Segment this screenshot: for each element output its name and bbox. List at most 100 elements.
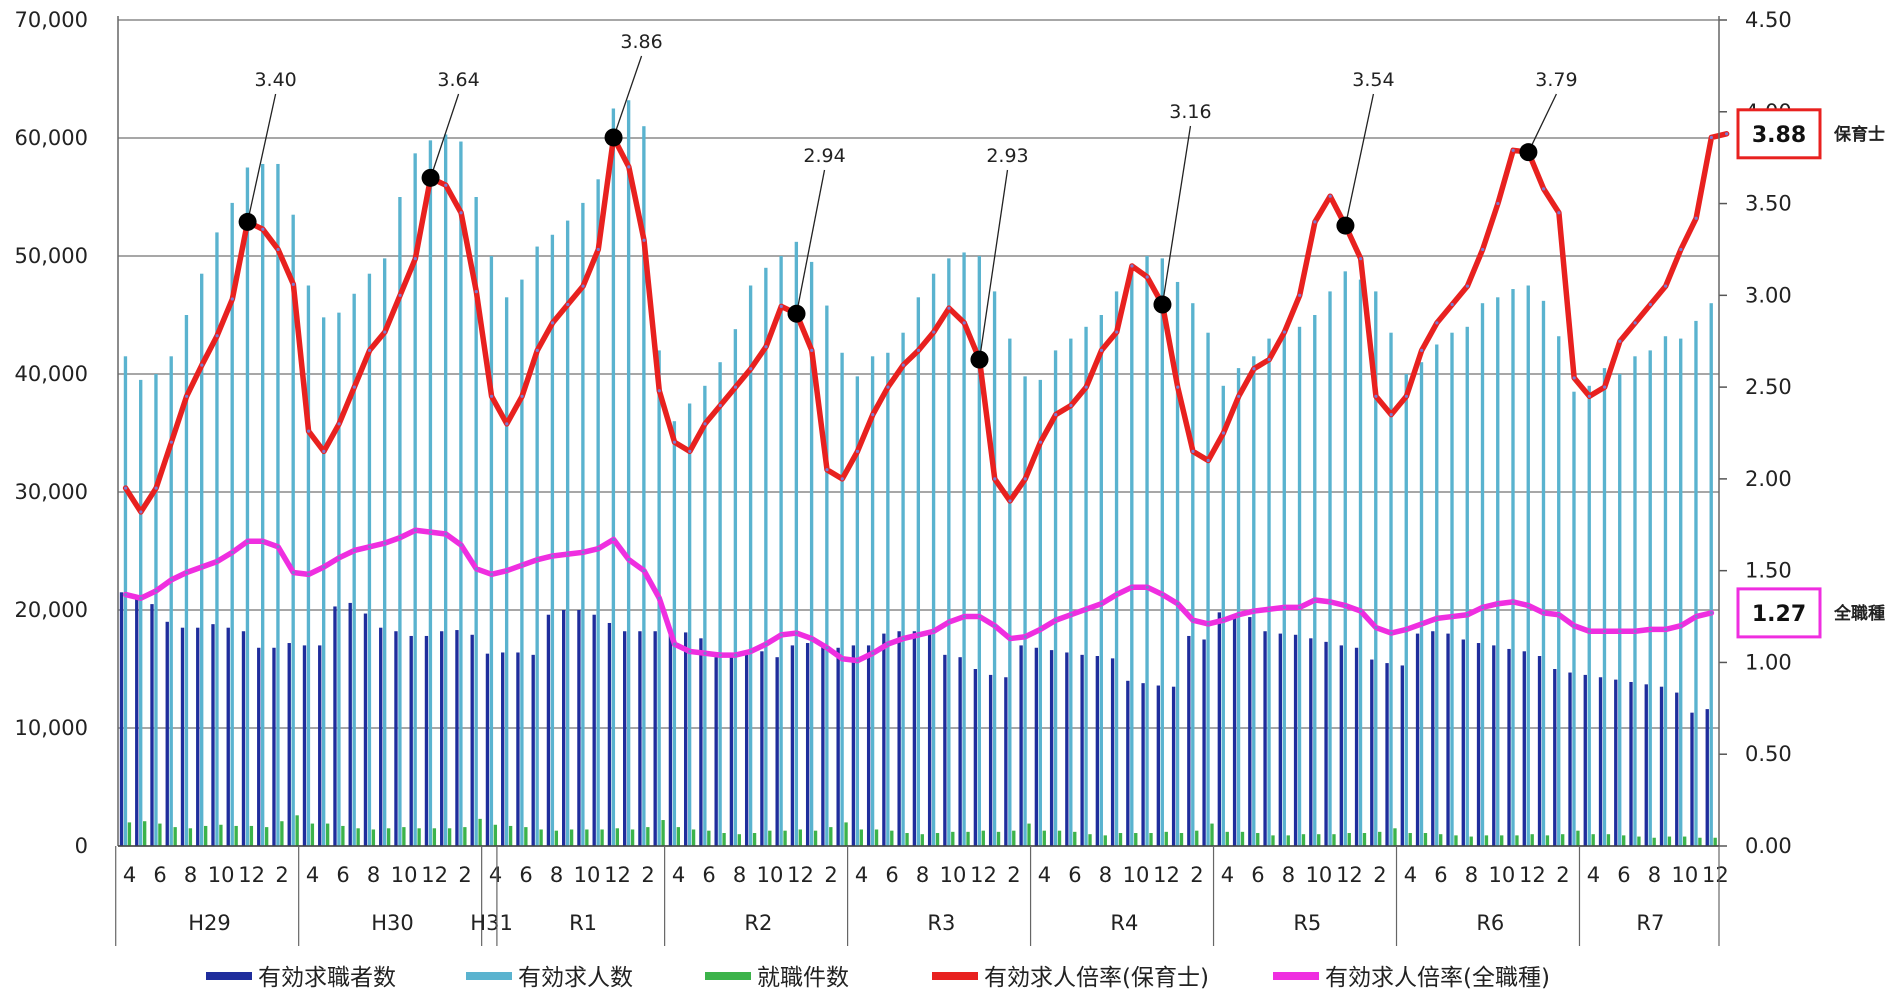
line-point	[413, 528, 417, 532]
y-right-tick-label: 2.00	[1745, 467, 1792, 491]
line-point	[886, 385, 890, 389]
bar	[562, 610, 566, 846]
line-point	[1664, 284, 1668, 288]
bar	[1069, 338, 1073, 846]
bar	[611, 108, 616, 846]
bar	[1267, 338, 1271, 846]
line-point	[794, 631, 799, 635]
bar	[935, 833, 940, 846]
bar	[672, 421, 677, 846]
bar	[1332, 834, 1336, 846]
bar	[565, 220, 570, 847]
line-point	[383, 330, 387, 334]
bar	[1236, 368, 1241, 846]
peak-marker	[421, 168, 440, 187]
peak-label: 3.79	[1535, 69, 1577, 91]
bar	[524, 827, 528, 846]
bar	[516, 652, 520, 846]
bar	[1598, 677, 1603, 846]
bar	[996, 831, 1001, 846]
bar	[127, 822, 132, 846]
bar	[1618, 374, 1622, 846]
line-point	[535, 558, 539, 562]
bar	[851, 645, 856, 846]
line-point	[444, 183, 448, 187]
bar	[577, 610, 581, 846]
x-tick-label: 8	[1648, 863, 1661, 887]
bar	[550, 234, 555, 846]
annotation-leader	[612, 55, 643, 138]
bar	[1339, 645, 1343, 846]
line-point	[566, 552, 570, 556]
bar	[1461, 639, 1465, 846]
bar	[1328, 291, 1332, 846]
line-point	[1252, 609, 1256, 613]
bar	[1587, 385, 1591, 846]
line-point	[855, 659, 860, 663]
line-point	[124, 592, 128, 597]
line-point	[1709, 611, 1713, 615]
bar	[1496, 297, 1500, 846]
bar	[1622, 835, 1626, 846]
x-tick-label: 12	[1153, 863, 1180, 887]
bar	[531, 654, 535, 846]
line-point	[489, 394, 494, 398]
bar	[501, 652, 505, 846]
line-point	[535, 348, 539, 352]
line-point	[1465, 284, 1470, 288]
bar	[1217, 612, 1222, 846]
era-label: R6	[1476, 911, 1504, 935]
line-point	[1633, 321, 1637, 325]
line-point	[901, 636, 905, 641]
era-label: R2	[744, 911, 772, 935]
line-point	[1099, 602, 1104, 606]
x-tick-label: 12	[1702, 863, 1729, 887]
line-point	[886, 642, 890, 646]
bar	[1526, 285, 1530, 846]
line-point	[1450, 302, 1454, 307]
bar	[737, 834, 741, 846]
line-point	[1709, 135, 1713, 140]
bar	[306, 285, 311, 846]
bar	[188, 828, 193, 846]
bar	[1343, 271, 1347, 847]
line-point	[810, 636, 814, 641]
line-point	[688, 449, 692, 453]
bar	[646, 827, 650, 846]
peak-label: 3.40	[254, 69, 296, 91]
y-left-tick-label: 40,000	[15, 362, 88, 386]
peak-marker	[1336, 216, 1355, 235]
bar	[1073, 831, 1077, 846]
x-tick-label: 2	[1373, 863, 1386, 887]
line-point	[779, 633, 783, 637]
bar	[1629, 681, 1633, 846]
line-point	[749, 367, 753, 371]
series-line	[122, 131, 1730, 515]
bar	[1088, 834, 1092, 846]
bar	[1637, 836, 1641, 846]
line-point	[1511, 600, 1515, 604]
bar	[257, 647, 261, 846]
bar	[1248, 617, 1252, 846]
line-point	[642, 238, 646, 242]
x-tick-label: 4	[123, 863, 136, 887]
bar	[1324, 641, 1328, 846]
bar	[1019, 645, 1023, 846]
line-point	[1359, 257, 1363, 261]
latest-value-series-label: 全職種	[1833, 603, 1885, 624]
bar	[417, 828, 421, 846]
line-point	[1221, 431, 1226, 435]
bar	[630, 829, 635, 846]
bar	[1263, 631, 1267, 846]
bar	[951, 831, 955, 846]
line-point	[276, 545, 280, 549]
bar	[1400, 665, 1404, 846]
legend-label: 有効求人倍率(全職種)	[1325, 965, 1550, 991]
bar	[1667, 836, 1672, 846]
bar	[1545, 835, 1550, 846]
bar	[455, 630, 459, 846]
bar	[1297, 326, 1302, 846]
line-point	[215, 334, 219, 338]
x-tick-label: 4	[1404, 863, 1417, 887]
line-point	[459, 211, 463, 215]
